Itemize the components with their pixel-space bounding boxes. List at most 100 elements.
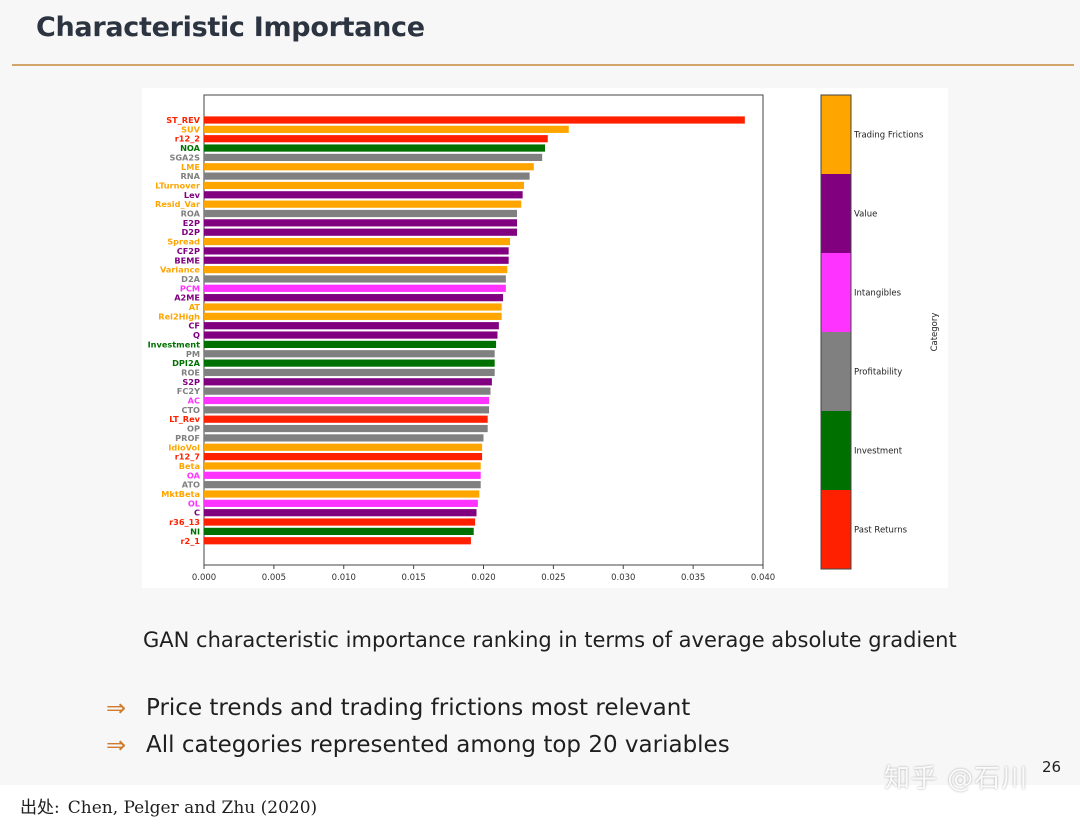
bar-investment bbox=[204, 340, 497, 348]
bar-pcm bbox=[204, 284, 506, 292]
y-tick-label: CTO bbox=[181, 405, 200, 415]
bar-roe bbox=[204, 368, 495, 377]
bar-ol bbox=[204, 499, 478, 507]
bar-rna bbox=[204, 172, 530, 180]
bar-ato bbox=[204, 481, 481, 489]
legend-swatch-intangibles bbox=[821, 253, 851, 332]
y-tick-label: ROE bbox=[181, 367, 200, 377]
y-tick-label: Investment bbox=[148, 339, 200, 349]
x-tick-label: 0.035 bbox=[681, 573, 705, 583]
y-tick-label: OL bbox=[188, 498, 200, 508]
arrow-icon: ⇒ bbox=[106, 694, 127, 722]
legend-swatch-profitability bbox=[821, 332, 851, 411]
bar-op bbox=[204, 424, 488, 433]
y-tick-label: Q bbox=[193, 330, 200, 340]
watermark: 知乎 @石川 bbox=[884, 764, 1029, 794]
bar-cto bbox=[204, 406, 490, 414]
bar-r12-2 bbox=[204, 135, 548, 143]
legend-label: Past Returns bbox=[854, 526, 908, 536]
slide-title: Characteristic Importance bbox=[36, 12, 425, 43]
y-tick-label: LTurnover bbox=[155, 180, 201, 190]
y-tick-label: A2ME bbox=[174, 293, 200, 303]
title-divider bbox=[12, 64, 1074, 66]
x-tick-label: 0.040 bbox=[751, 573, 775, 583]
bar-prof bbox=[204, 434, 484, 442]
y-tick-label: CF bbox=[188, 321, 200, 331]
y-tick-label: LME bbox=[181, 162, 200, 172]
legend-label: Trading Frictions bbox=[853, 131, 924, 141]
y-tick-label: MktBeta bbox=[161, 489, 200, 499]
x-tick-label: 0.025 bbox=[541, 573, 565, 583]
bullet-item: ⇒ All categories represented among top 2… bbox=[106, 731, 730, 759]
bar-noa bbox=[204, 144, 545, 152]
legend-title: Category bbox=[930, 313, 940, 352]
bar-r12-7 bbox=[204, 453, 483, 461]
bar-beta bbox=[204, 462, 481, 470]
bar-pm bbox=[204, 350, 495, 358]
bar-ac bbox=[204, 396, 490, 405]
x-tick-label: 0.000 bbox=[192, 573, 216, 583]
y-tick-label: LT_Rev bbox=[169, 414, 200, 424]
y-tick-label: Beta bbox=[179, 461, 200, 471]
bar-lt-rev bbox=[204, 415, 488, 423]
bar-dpi2a bbox=[204, 359, 495, 367]
y-tick-label: NI bbox=[190, 526, 200, 536]
y-tick-label: Rel2High bbox=[158, 311, 200, 321]
y-tick-label: D2A bbox=[181, 274, 200, 284]
bar-rel2high bbox=[204, 312, 502, 320]
legend-label: Intangibles bbox=[854, 289, 902, 299]
source-label: 出处: bbox=[20, 798, 60, 818]
arrow-icon: ⇒ bbox=[106, 731, 127, 759]
x-tick-label: 0.015 bbox=[401, 573, 425, 583]
page-number: 26 bbox=[1042, 758, 1062, 776]
y-tick-label: Resid_Var bbox=[155, 199, 201, 209]
bar-suv bbox=[204, 125, 569, 133]
bar-variance bbox=[204, 266, 508, 274]
bar-c bbox=[204, 509, 477, 517]
slide: Characteristic Importance ST_REV SUV r12_2… bbox=[12, 12, 1074, 794]
y-tick-label: ROA bbox=[181, 209, 201, 219]
bullet-text: Price trends and trading frictions most … bbox=[146, 695, 691, 721]
legend-swatch-investment bbox=[821, 411, 851, 490]
bar-oa bbox=[204, 471, 481, 479]
bar-beme bbox=[204, 256, 509, 264]
y-tick-label: r12_2 bbox=[175, 134, 200, 144]
chart-caption: GAN characteristic importance ranking in… bbox=[143, 628, 957, 652]
y-tick-label: Variance bbox=[160, 265, 200, 275]
bar-resid-var bbox=[204, 200, 522, 208]
legend-swatch-trading-frictions bbox=[821, 95, 851, 174]
legend-label: Value bbox=[854, 210, 877, 220]
legend-label: Profitability bbox=[854, 368, 902, 378]
x-tick-label: 0.030 bbox=[611, 573, 635, 583]
bar-sga2s bbox=[204, 153, 543, 161]
y-tick-label: E2P bbox=[183, 218, 200, 228]
y-tick-label: D2P bbox=[182, 227, 201, 237]
bullet-item: ⇒ Price trends and trading frictions mos… bbox=[106, 694, 690, 722]
y-tick-label: DPI2A bbox=[172, 358, 201, 368]
y-tick-label: PCM bbox=[180, 283, 200, 293]
bar-r2-1 bbox=[204, 537, 471, 545]
y-tick-label: S2P bbox=[182, 377, 200, 387]
y-tick-label: SGA2S bbox=[169, 152, 200, 162]
bar-r36-13 bbox=[204, 518, 476, 526]
bar-e2p bbox=[204, 219, 518, 227]
bar-cf2p bbox=[204, 247, 509, 255]
source-citation: 出处: Chen, Pelger and Zhu (2020) bbox=[20, 793, 317, 818]
x-tick-label: 0.020 bbox=[471, 573, 495, 583]
bar-roa bbox=[204, 209, 518, 218]
source-text: Chen, Pelger and Zhu (2020) bbox=[67, 798, 318, 818]
y-tick-label: IdioVol bbox=[168, 442, 200, 452]
y-tick-label: OA bbox=[187, 470, 201, 480]
y-tick-label: r36_13 bbox=[169, 517, 200, 527]
y-tick-label: r12_7 bbox=[175, 452, 201, 462]
bar-d2p bbox=[204, 228, 518, 236]
importance-chart-panel: ST_REV SUV r12_2 NOA SGA2S LME RNA LTurnover Lev… bbox=[142, 88, 948, 588]
y-tick-label: r2_1 bbox=[180, 536, 200, 546]
y-tick-label: Spread bbox=[167, 237, 200, 247]
legend-label: Investment bbox=[854, 447, 903, 457]
bar-at bbox=[204, 303, 502, 311]
bar-mktbeta bbox=[204, 490, 480, 498]
bar-q bbox=[204, 331, 498, 339]
legend-colorbar-frame bbox=[820, 94, 852, 570]
bar-cf bbox=[204, 322, 499, 330]
